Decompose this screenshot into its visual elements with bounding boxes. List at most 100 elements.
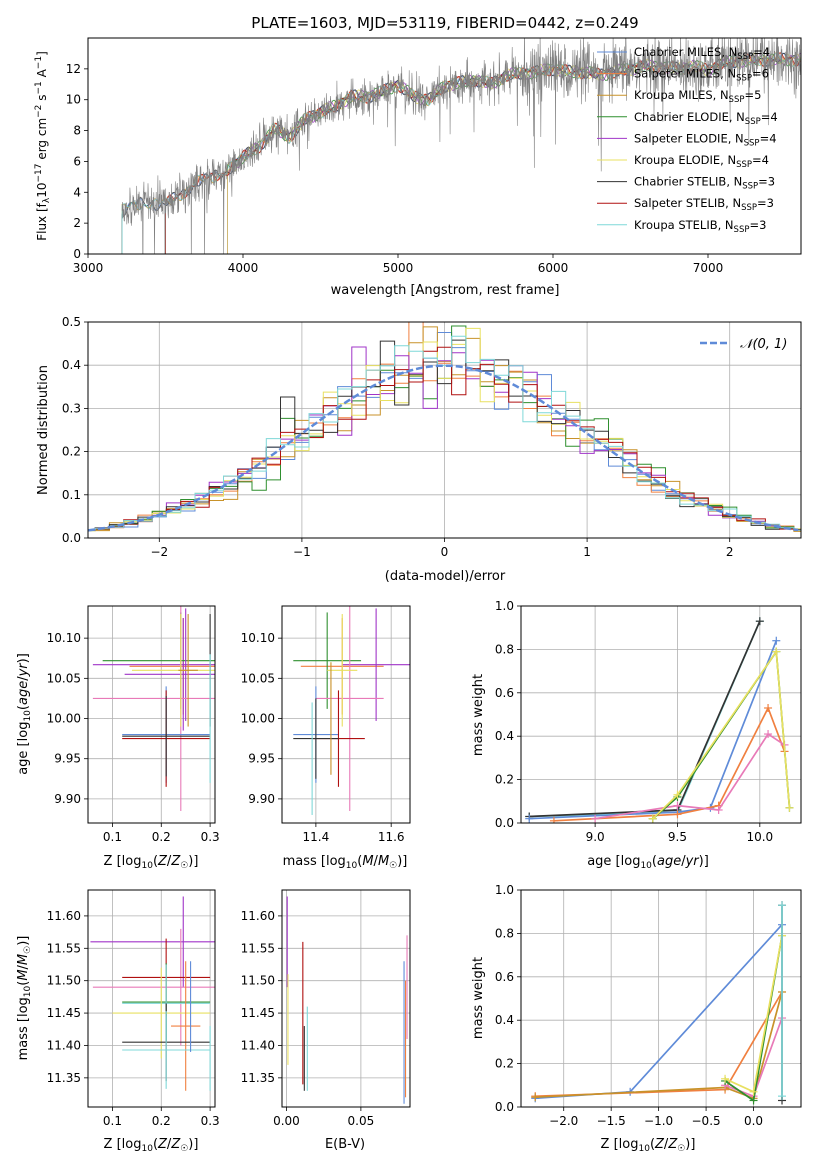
residuals-ytick-label: 0.2 (62, 445, 81, 459)
spectrum-title: PLATE=1603, MJD=53119, FIBERID=0442, z=0… (251, 14, 638, 32)
weight-vs-Z-ytick-label: 0.2 (495, 1057, 514, 1071)
spectrum-ytick-label: 8 (73, 124, 81, 138)
weight-vs-age-ytick-label: 0.6 (495, 686, 514, 700)
spectrum-ytick-label: 4 (73, 185, 81, 199)
residuals-ylabel: Normed distribution (36, 365, 51, 495)
weight-vs-Z-xtick-label: −2.0 (549, 1114, 578, 1128)
age-vs-Z-xtick-label: 0.2 (152, 830, 171, 844)
weight-vs-age-xtick-label: 9.0 (586, 830, 605, 844)
mass-vs-Z-ytick-label: 11.55 (47, 941, 81, 955)
weight-vs-age-ytick-label: 0.0 (495, 816, 514, 830)
residuals-panel: (data-model)/error Normed distribution 𝒩… (36, 337, 787, 584)
age-vs-mass-panel: mass [log10(M/M☉)] (283, 854, 408, 871)
weight-vs-Z-axes (521, 889, 801, 1108)
residual-histogram (88, 339, 801, 531)
age-vs-Z-ylabel: age [log10(age/yr)] (16, 653, 33, 775)
spectrum-ytick-label: 10 (66, 93, 81, 107)
age-vs-mass-frame: 11.4 11.6 9.90 9.95 10.00 10.05 10.10 (241, 605, 411, 844)
age-vs-Z-ytick-label: 9.90 (54, 792, 81, 806)
residuals-xtick-label: 2 (726, 545, 734, 559)
spectrum-xtick-label: 5000 (383, 261, 414, 275)
weight-vs-Z-plot-area (531, 901, 787, 1105)
age-vs-mass-ytick-label: 10.00 (241, 712, 275, 726)
age-vs-Z-ytick-label: 10.10 (47, 631, 81, 645)
spectrum-xtick-label: 4000 (228, 261, 259, 275)
spectrum-legend: Chabrier MILES, NSSP=4 Salpeter MILES, NS… (597, 45, 778, 235)
gaussian-curve (88, 364, 799, 532)
residual-histogram (88, 327, 801, 532)
legend-label: Kroupa STELIB, NSSP=3 (634, 218, 766, 235)
mass-vs-EBV-ytick-label: 11.50 (241, 974, 275, 988)
weight-vs-age-axes (521, 605, 801, 824)
mass-vs-Z-ytick-label: 11.60 (47, 909, 81, 923)
age-vs-mass-xlabel: mass [log10(M/M☉)] (283, 854, 408, 871)
age-vs-mass-ytick-label: 9.90 (248, 792, 275, 806)
weight-vs-Z-xtick-label: −1.5 (597, 1114, 626, 1128)
age-vs-mass-ytick-label: 9.95 (248, 752, 275, 766)
spectrum-frame: 3000 4000 5000 6000 7000 0 2 4 6 8 10 12 (66, 37, 802, 275)
weight-vs-Z-ytick-label: 0.8 (495, 926, 514, 940)
age-vs-mass-ytick-label: 10.10 (241, 631, 275, 645)
mass-vs-EBV-ytick-label: 11.35 (241, 1071, 275, 1085)
age-vs-mass-axes (282, 606, 410, 823)
weight-vs-age-ytick-label: 0.8 (495, 642, 514, 656)
weight-vs-age-series-line (529, 620, 761, 818)
mass-vs-EBV-xlabel: E(B-V) (325, 1137, 365, 1152)
age-vs-mass-border (281, 605, 411, 824)
legend-label: Salpeter ELODIE, NSSP=4 (634, 131, 777, 148)
mass-vs-EBV-border (281, 889, 411, 1108)
residuals-frame: −2 −1 0 1 2 0.0 0.1 0.2 0.3 0.4 0.5 (62, 315, 802, 559)
spectrum-ytick-label: 2 (73, 216, 81, 230)
residuals-xlabel: (data-model)/error (385, 569, 506, 584)
weight-vs-age-border (520, 605, 802, 824)
age-vs-Z-axes (88, 606, 215, 823)
weight-vs-age-xlabel: age [log10(age/yr)] (587, 854, 709, 871)
weight-vs-Z-xtick-label: −0.5 (692, 1114, 721, 1128)
weight-vs-Z-ytick-label: 1.0 (495, 883, 514, 897)
mass-vs-Z-ytick-label: 11.35 (47, 1071, 81, 1085)
legend-label: Chabrier ELODIE, NSSP=4 (634, 110, 778, 127)
weight-vs-age-panel: age [log10(age/yr)] mass weight (471, 674, 709, 871)
weight-vs-Z-xtick-label: 0.0 (744, 1114, 763, 1128)
mass-vs-Z-plot-area (90, 896, 215, 1091)
weight-vs-Z-frame: −2.0 −1.5 −1.0 −0.5 0.0 0.0 0.2 0.4 0.6 0.8 1.0 (495, 883, 802, 1128)
age-vs-Z-border (87, 605, 216, 824)
weight-vs-age-plot-area (525, 617, 794, 823)
residuals-xtick-label: −2 (150, 545, 168, 559)
age-vs-Z-xlabel: Z [log10(Z/Z☉)] (104, 854, 199, 871)
mass-vs-Z-xtick-label: 0.2 (152, 1114, 171, 1128)
spectrum-axes (121, 38, 801, 254)
mass-vs-Z-ylabel: mass [log10(M/M☉)] (16, 936, 33, 1061)
age-vs-Z-frame: 0.1 0.2 0.3 9.90 9.95 10.00 10.05 10.10 (47, 605, 220, 844)
residuals-axes (88, 321, 801, 539)
mass-vs-EBV-ytick-label: 11.60 (241, 909, 275, 923)
legend-label: Chabrier STELIB, NSSP=3 (634, 175, 775, 192)
weight-vs-age-series-line (529, 620, 761, 818)
residuals-ytick-label: 0.1 (62, 488, 81, 502)
mass-vs-Z-xtick-label: 0.3 (201, 1114, 220, 1128)
mass-vs-EBV-ytick-label: 11.55 (241, 941, 275, 955)
weight-vs-Z-ytick-label: 0.0 (495, 1100, 514, 1114)
age-vs-mass-xtick-label: 11.6 (378, 830, 405, 844)
mass-vs-Z-border (87, 889, 216, 1108)
weight-vs-age-frame: 9.0 9.5 10.0 0.0 0.2 0.4 0.6 0.8 1.0 (495, 599, 802, 844)
mass-vs-Z-ytick-label: 11.50 (47, 974, 81, 988)
weight-vs-Z-xtick-label: −1.0 (644, 1114, 673, 1128)
mass-vs-EBV-axes (282, 890, 410, 1107)
weight-vs-Z-border (520, 889, 802, 1108)
mass-vs-EBV-plot-area (286, 896, 408, 1104)
weight-vs-age-ytick-label: 1.0 (495, 599, 514, 613)
age-vs-Z-panel: Z [log10(Z/Z☉)] age [log10(age/yr)] (16, 653, 198, 871)
spectrum-xtick-label: 7000 (693, 261, 724, 275)
weight-vs-Z-panel: Z [log10(Z/Z☉)] mass weight (471, 957, 695, 1154)
age-vs-mass-ytick-label: 10.05 (241, 671, 275, 685)
mass-vs-EBV-ytick-label: 11.45 (241, 1006, 275, 1020)
residuals-xtick-label: −1 (293, 545, 311, 559)
age-vs-Z-ytick-label: 9.95 (54, 752, 81, 766)
legend-label: Salpeter MILES, NSSP=6 (634, 67, 769, 84)
weight-vs-Z-xlabel: Z [log10(Z/Z☉)] (601, 1137, 696, 1154)
weight-vs-age-xtick-label: 10.0 (746, 830, 773, 844)
spectrum-data-line (121, 38, 801, 254)
mass-vs-Z-xtick-label: 0.1 (103, 1114, 122, 1128)
legend-label: Chabrier MILES, NSSP=4 (634, 45, 770, 62)
